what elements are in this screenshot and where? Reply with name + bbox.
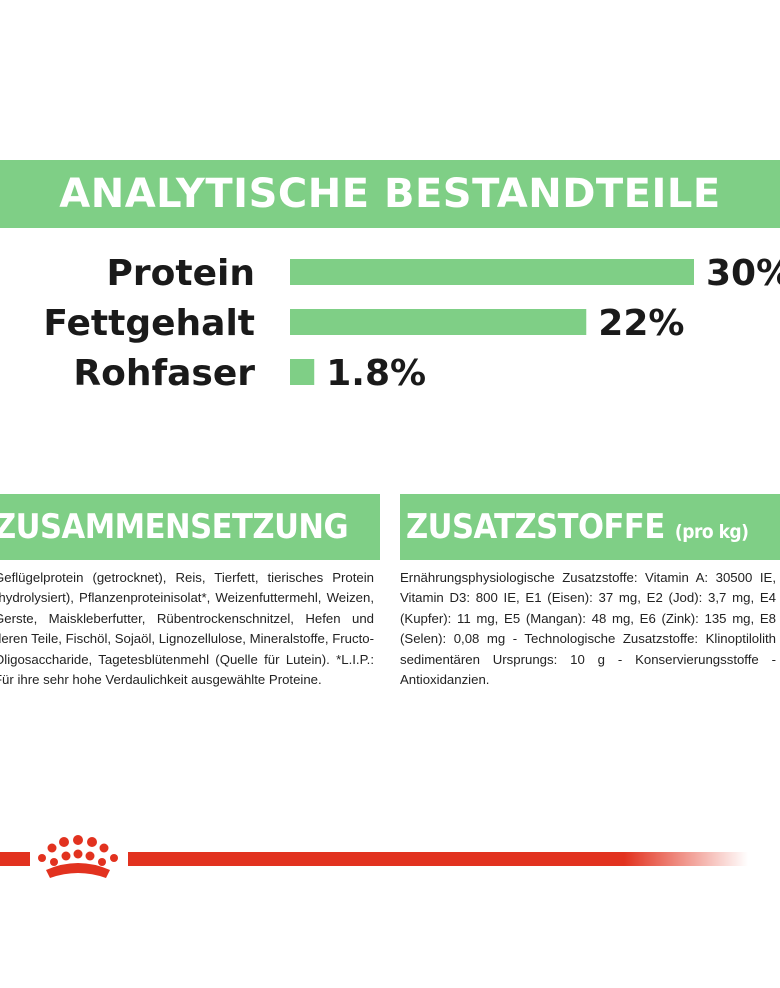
footer-red-line-left (0, 852, 30, 866)
value-label: 1.8% (326, 353, 426, 394)
additives-text: Ernährungsphysiologische Zusatzstoffe: V… (400, 570, 776, 688)
composition-text: Geflügelprotein (getrocknet), Reis, Tier… (0, 570, 374, 688)
footer-red-line-right (128, 852, 748, 866)
bar (290, 259, 694, 285)
additives-title: ZUSATZSTOFFE (406, 507, 665, 547)
category-label: Rohfaser (73, 353, 255, 394)
bar (290, 359, 315, 385)
value-label: 30% (706, 253, 780, 294)
analytics-bar-chart: Protein 30% Fettgehalt 22% Rohfaser 1.8% (43, 253, 780, 394)
additives-banner: ZUSATZSTOFFE (pro kg) (400, 494, 780, 560)
additives-title-wrap: ZUSATZSTOFFE (pro kg) (400, 494, 780, 560)
bar (290, 309, 587, 335)
additives-unit: (pro kg) (674, 521, 749, 543)
analytics-title: ANALYTISCHE BESTANDTEILE (59, 171, 721, 217)
category-label: Fettgehalt (43, 303, 255, 344)
composition-title: ZUSAMMENSETZUNG (0, 507, 349, 547)
category-label: Protein (107, 253, 255, 294)
value-label: 22% (598, 303, 684, 344)
analytics-banner (0, 160, 780, 228)
composition-banner: ZUSAMMENSETZUNG (0, 494, 380, 560)
royal-canin-crown-icon (38, 835, 118, 878)
